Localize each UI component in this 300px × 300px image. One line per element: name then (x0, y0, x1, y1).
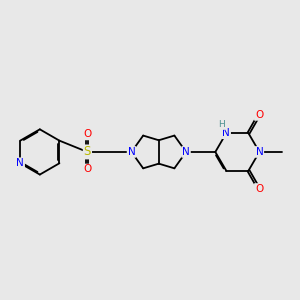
Text: N: N (222, 128, 230, 138)
Text: O: O (255, 184, 263, 194)
Text: O: O (83, 164, 92, 175)
Text: O: O (255, 110, 263, 120)
Text: O: O (83, 129, 92, 140)
Text: N: N (182, 147, 190, 157)
Text: H: H (218, 120, 225, 129)
Text: N: N (128, 147, 135, 157)
Text: N: N (16, 158, 24, 168)
Text: N: N (256, 147, 263, 157)
Text: S: S (84, 146, 91, 158)
